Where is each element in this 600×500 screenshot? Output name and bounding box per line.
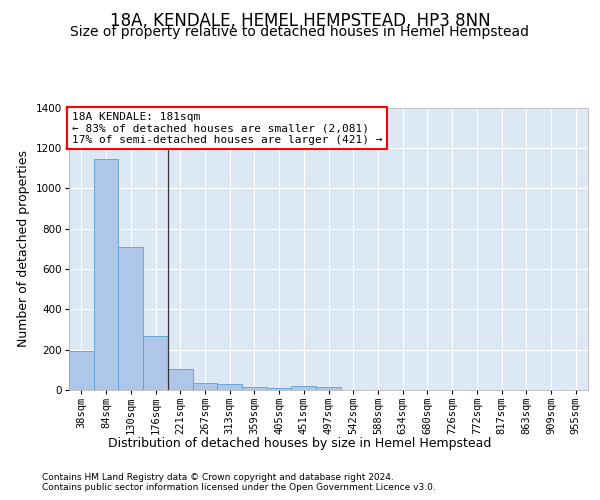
Text: Contains public sector information licensed under the Open Government Licence v3: Contains public sector information licen… [42, 484, 436, 492]
Text: 18A, KENDALE, HEMEL HEMPSTEAD, HP3 8NN: 18A, KENDALE, HEMEL HEMPSTEAD, HP3 8NN [110, 12, 490, 30]
Text: 18A KENDALE: 181sqm
← 83% of detached houses are smaller (2,081)
17% of semi-det: 18A KENDALE: 181sqm ← 83% of detached ho… [71, 112, 382, 145]
Bar [242, 387, 267, 390]
Bar [316, 387, 341, 390]
Text: Contains HM Land Registry data © Crown copyright and database right 2024.: Contains HM Land Registry data © Crown c… [42, 472, 394, 482]
Text: Size of property relative to detached houses in Hemel Hempstead: Size of property relative to detached ho… [71, 25, 530, 39]
Bar [143, 336, 168, 390]
Y-axis label: Number of detached properties: Number of detached properties [17, 150, 30, 348]
Bar [69, 350, 94, 390]
Text: Distribution of detached houses by size in Hemel Hempstead: Distribution of detached houses by size … [109, 438, 491, 450]
Bar [217, 384, 242, 390]
Bar [168, 369, 193, 390]
Bar [292, 386, 316, 390]
Bar [193, 383, 217, 390]
Bar [118, 246, 143, 390]
Bar [94, 159, 118, 390]
Bar [267, 388, 292, 390]
